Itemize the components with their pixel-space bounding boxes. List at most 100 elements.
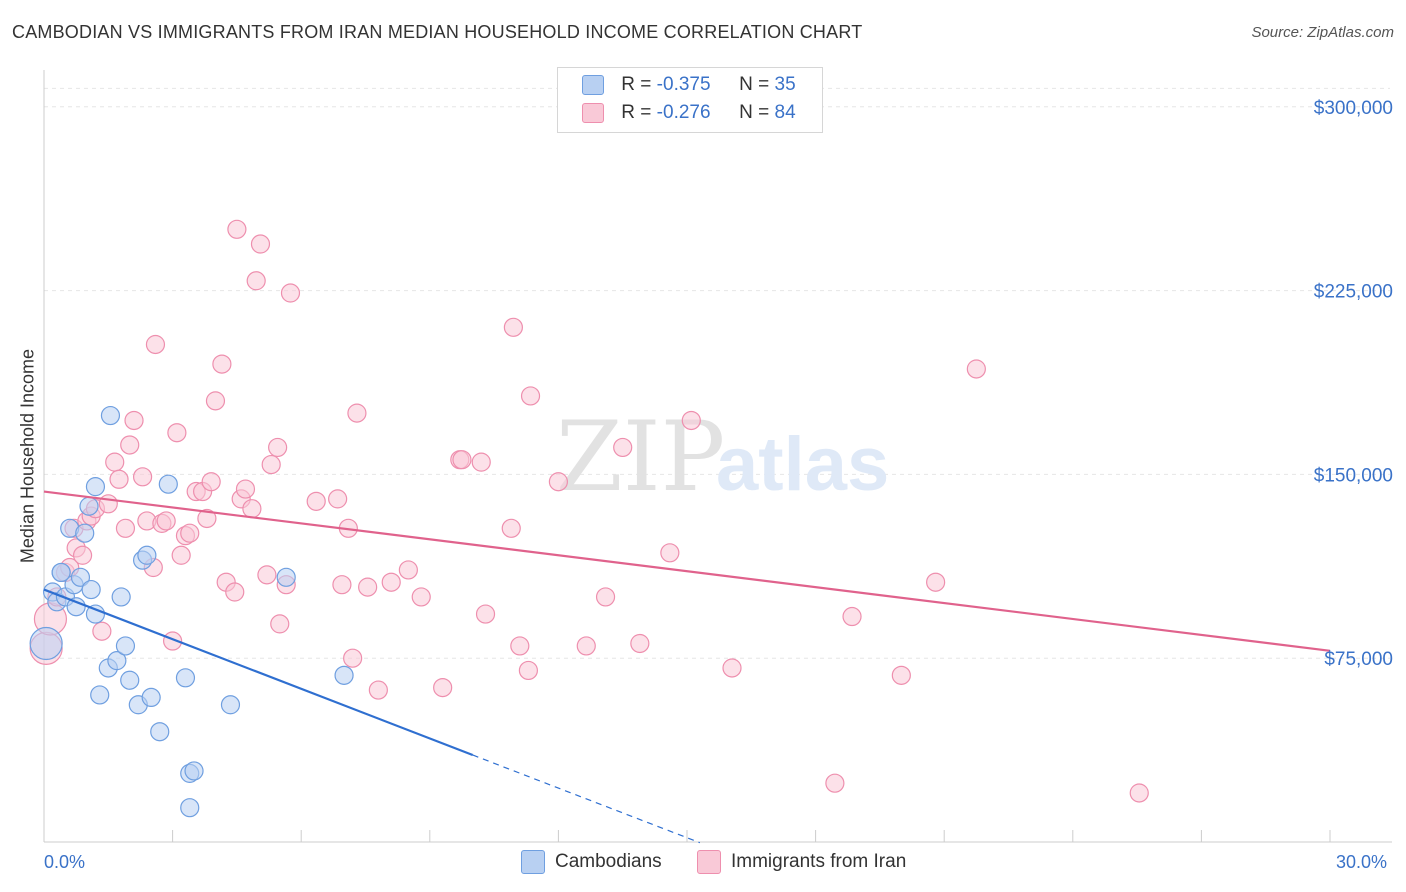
watermark-atlas: atlas xyxy=(716,422,889,507)
data-point xyxy=(115,636,136,656)
legend-r-value-cambodians: -0.375 xyxy=(656,74,711,95)
bottom-legend-label-iran: Immigrants from Iran xyxy=(731,851,907,873)
legend-r-value-iran: -0.276 xyxy=(656,102,711,123)
chart-title: CAMBODIAN VS IMMIGRANTS FROM IRAN MEDIAN… xyxy=(12,22,863,42)
data-point xyxy=(576,636,596,656)
data-point xyxy=(85,604,106,624)
legend-r-label: R = xyxy=(621,74,652,95)
data-point xyxy=(681,410,701,431)
data-point xyxy=(471,452,491,472)
data-point xyxy=(381,572,401,592)
data-point xyxy=(124,410,144,431)
data-point xyxy=(100,405,121,426)
data-point xyxy=(171,545,191,565)
data-point xyxy=(270,614,290,634)
data-point xyxy=(242,499,262,519)
data-point xyxy=(132,467,153,487)
x-tick-label-max: 30.0% xyxy=(1336,852,1388,872)
y-axis-label: Median Household Income xyxy=(17,348,38,564)
data-point xyxy=(722,658,742,678)
data-point xyxy=(85,477,106,497)
data-point xyxy=(246,271,266,291)
legend-swatch-iran xyxy=(582,102,604,123)
trend-line-iran xyxy=(43,490,1331,652)
data-point xyxy=(510,636,530,656)
watermark: ZIP atlas xyxy=(556,401,889,513)
legend-n-label: N = xyxy=(739,102,770,123)
legend-n-label: N = xyxy=(739,74,770,95)
data-point xyxy=(81,579,101,600)
bottom-legend-swatch-cambodians xyxy=(521,850,545,874)
grid-lines xyxy=(44,87,1390,659)
data-point xyxy=(137,545,157,565)
legend-n-value-cambodians: 35 xyxy=(774,74,796,95)
data-point xyxy=(501,518,521,538)
data-point xyxy=(167,423,187,443)
correlation-legend: R = -0.375 N = 35 R = -0.276 N = 84 xyxy=(557,67,823,133)
data-point xyxy=(347,403,367,423)
data-point xyxy=(180,523,200,543)
data-point xyxy=(180,798,200,818)
data-point xyxy=(156,511,176,531)
data-point xyxy=(433,677,453,698)
source-text: Source: ZipAtlas.com xyxy=(1251,24,1394,41)
data-point xyxy=(1129,783,1149,803)
trend-lines xyxy=(43,490,1331,844)
legend-r-label: R = xyxy=(621,102,652,123)
axes xyxy=(43,70,1392,843)
data-point xyxy=(197,508,217,529)
data-point xyxy=(250,234,271,254)
data-point xyxy=(306,491,326,511)
data-point xyxy=(79,496,99,516)
data-point xyxy=(184,761,204,781)
bottom-legend-label-cambodians: Cambodians xyxy=(555,851,662,873)
data-point xyxy=(328,489,348,509)
data-point xyxy=(630,633,650,654)
data-point xyxy=(201,472,221,492)
bottom-legend-swatch-iran xyxy=(697,850,721,874)
y-tick-labels: $75,000 $150,000 $225,000 $300,000 xyxy=(1314,98,1393,670)
data-point xyxy=(115,518,136,538)
data-point xyxy=(225,582,245,602)
data-point xyxy=(257,565,277,585)
data-point xyxy=(398,560,418,580)
data-point xyxy=(227,219,247,239)
data-point xyxy=(268,437,288,458)
trend-line-cambodians xyxy=(43,588,474,757)
data-point xyxy=(70,567,91,587)
data-point xyxy=(212,354,232,374)
data-point xyxy=(842,606,862,627)
data-point xyxy=(66,597,86,617)
bottom-legend-cambodians: Cambodians xyxy=(521,850,662,874)
data-point xyxy=(548,472,569,492)
data-point xyxy=(358,577,378,597)
data-point xyxy=(332,575,352,595)
data-point xyxy=(411,587,431,607)
data-point xyxy=(141,687,161,708)
data-point xyxy=(595,587,616,607)
data-point xyxy=(613,437,633,458)
data-point xyxy=(343,648,363,668)
data-point xyxy=(334,665,354,685)
data-point xyxy=(475,604,496,624)
bottom-legend-iran: Immigrants from Iran xyxy=(697,850,906,874)
data-point xyxy=(145,334,166,355)
data-point xyxy=(280,283,301,303)
y-tick-label: $150,000 xyxy=(1314,465,1393,486)
data-point xyxy=(220,695,241,715)
data-point xyxy=(660,543,680,563)
legend-row-cambodians: R = -0.375 N = 35 xyxy=(582,74,796,98)
data-point xyxy=(105,452,125,472)
data-point xyxy=(452,450,472,470)
data-point xyxy=(926,572,946,592)
legend-n-value-iran: 84 xyxy=(774,102,796,123)
data-point xyxy=(518,660,538,681)
data-point xyxy=(92,621,112,641)
y-tick-label: $300,000 xyxy=(1314,98,1393,119)
data-point xyxy=(120,435,140,455)
legend-swatch-cambodians xyxy=(582,74,604,95)
data-point xyxy=(72,545,93,565)
data-point xyxy=(825,773,845,793)
data-point xyxy=(75,523,95,543)
